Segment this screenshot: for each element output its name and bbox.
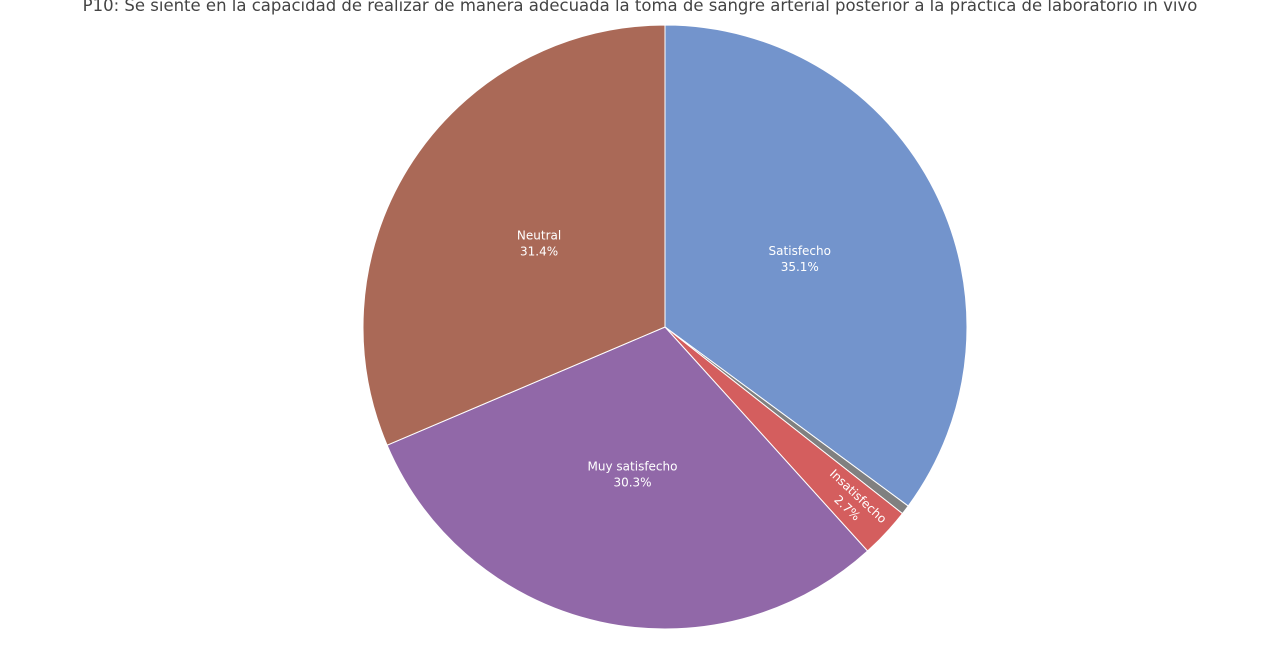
slice-label-percent: 31.4%	[520, 245, 558, 259]
slice-label-neutral: Neutral 31.4%	[517, 229, 561, 259]
slice-label-name: Neutral	[517, 229, 561, 243]
slice-label-percent: 35.1%	[781, 260, 819, 274]
pie-slice-neutral[interactable]	[362, 24, 666, 446]
pie-slice-muy-satisfecho[interactable]	[386, 326, 869, 630]
slice-label-muy-satisfecho: Muy satisfecho 30.3%	[588, 459, 678, 489]
pie-slices	[362, 24, 968, 630]
slice-label-satisfecho: Satisfecho 35.1%	[769, 244, 831, 274]
pie-slice-satisfecho[interactable]	[664, 24, 968, 507]
slice-label-name: Satisfecho	[769, 244, 831, 258]
slice-label-percent: 30.3%	[613, 475, 651, 489]
slice-label-name: Muy satisfecho	[588, 459, 678, 473]
chart-title: P10: Se siente en la capacidad de realiz…	[82, 0, 1198, 15]
